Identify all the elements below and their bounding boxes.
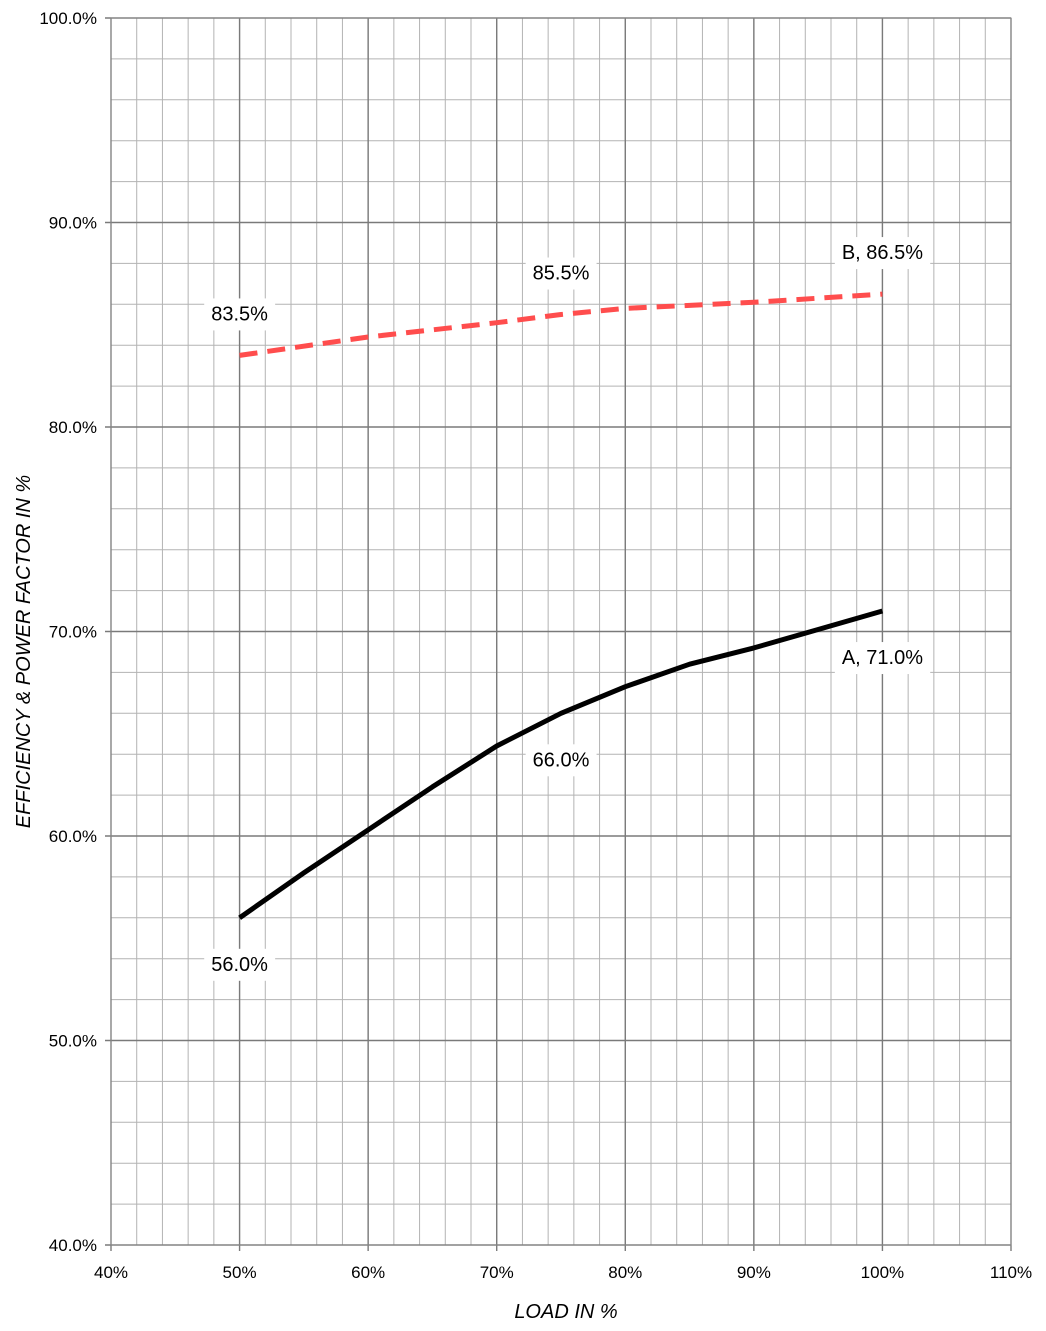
x-tick-label: 80% (608, 1263, 642, 1282)
data-label-background (525, 257, 597, 290)
series-line-b (239, 291, 883, 358)
data-label-background (204, 948, 276, 981)
plot-area (110, 17, 1012, 1246)
x-tick-label: 110% (990, 1263, 1032, 1282)
x-axis-ticks: 40% 50% 60% 70% 80% 90% 100% 110% (94, 1263, 1032, 1282)
major-gridlines (105, 17, 1012, 1251)
y-tick-label: 40.0% (49, 1236, 97, 1255)
data-label: A, 71.0% (842, 647, 923, 669)
data-label: 85.5% (533, 263, 590, 285)
y-tick-label: 50.0% (49, 1032, 97, 1051)
data-label-background (834, 237, 931, 270)
data-labels: 83.5% 85.5% B, 86.5% 56.0% 66.0% A, 71.0% (204, 237, 931, 981)
x-tick-label: 50% (223, 1263, 257, 1282)
y-tick-label: 80.0% (49, 418, 97, 437)
x-tick-label: 70% (480, 1263, 514, 1282)
x-tick-label: 90% (737, 1263, 771, 1282)
y-axis-title: EFFICIENCY & POWER FACTOR IN % (13, 475, 35, 828)
data-label: B, 86.5% (842, 242, 923, 264)
y-tick-label: 60.0% (49, 827, 97, 846)
data-label-background (204, 298, 276, 331)
x-tick-label: 60% (351, 1263, 385, 1282)
data-label-background (525, 744, 597, 777)
y-tick-label: 70.0% (49, 623, 97, 642)
x-axis-title: LOAD IN % (514, 1301, 617, 1323)
data-label-background (834, 642, 931, 675)
data-label: 66.0% (533, 749, 590, 771)
y-axis-ticks: 40.0% 50.0% 60.0% 70.0% 80.0% 90.0% 100.0% (39, 9, 97, 1255)
x-tick-label: 40% (94, 1263, 128, 1282)
data-label: 56.0% (211, 954, 268, 976)
y-tick-label: 100.0% (39, 9, 97, 28)
x-tick-label: 100% (861, 1263, 904, 1282)
series-line-a (238, 608, 884, 920)
data-label: 83.5% (211, 303, 268, 325)
series-layer (238, 291, 884, 920)
y-tick-label: 90.0% (49, 214, 97, 233)
